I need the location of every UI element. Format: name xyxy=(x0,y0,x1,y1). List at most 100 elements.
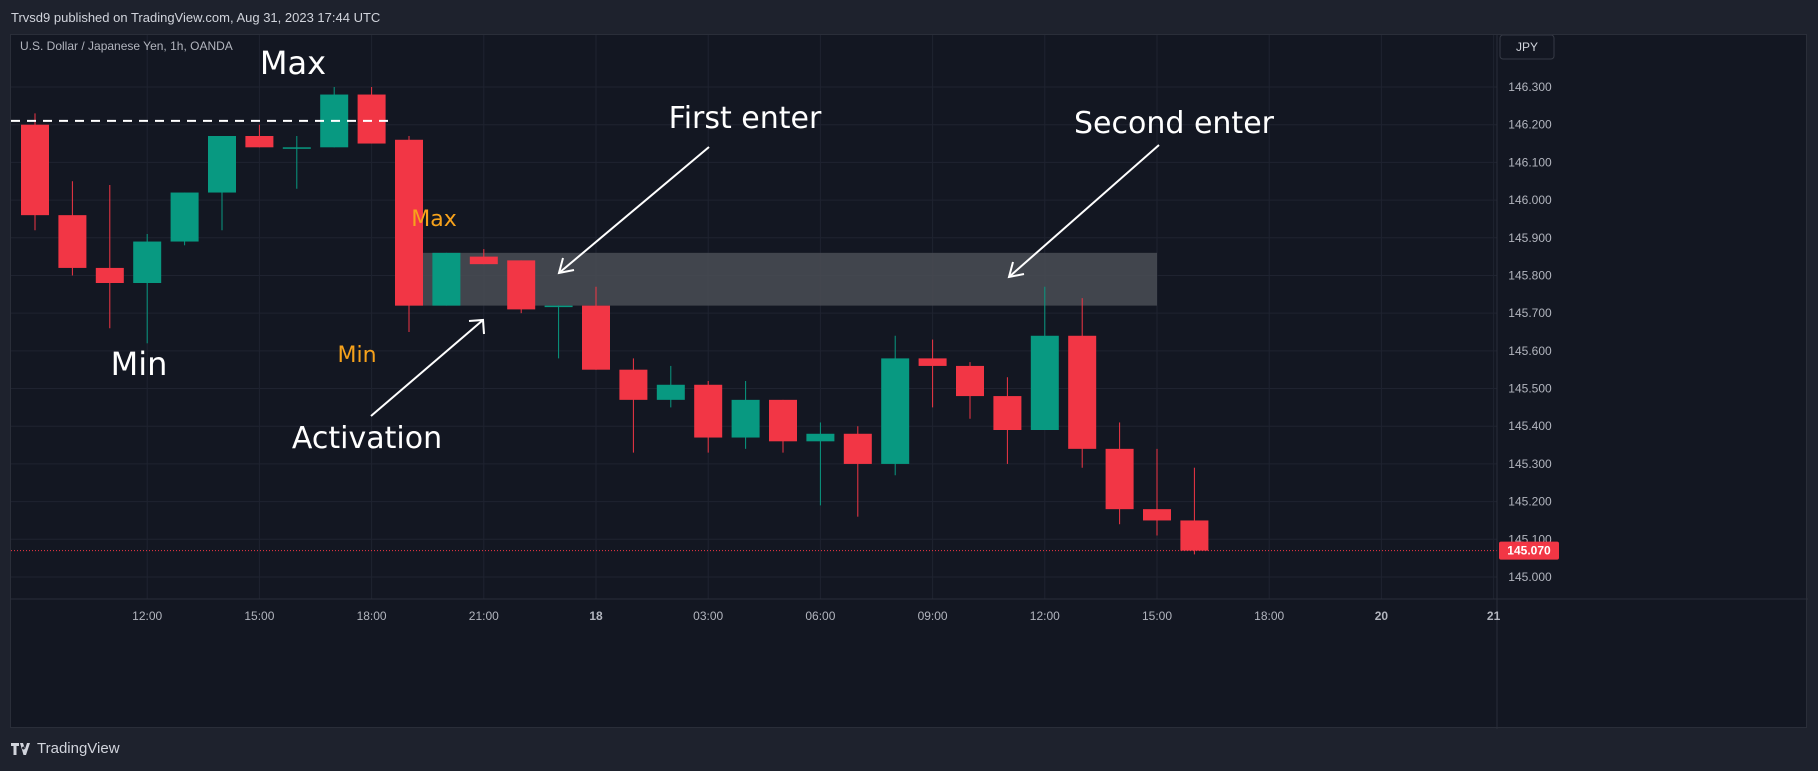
price-tick-label: 145.300 xyxy=(1508,457,1552,471)
candle-body xyxy=(432,252,461,306)
candle-body xyxy=(731,399,760,438)
candles xyxy=(21,87,1209,555)
candle xyxy=(282,136,311,189)
candle xyxy=(133,234,162,344)
annotation-second-enter: Second enter xyxy=(1074,106,1275,141)
candle-body xyxy=(95,267,124,283)
candle-body xyxy=(544,305,573,308)
candle xyxy=(95,185,124,329)
candle xyxy=(432,252,461,306)
arrow-first-enter xyxy=(557,146,710,275)
chart-panel[interactable]: 146.300 146.200 146.100 146.000 145.900 145.8… xyxy=(10,34,1808,729)
candle xyxy=(1068,298,1097,468)
time-tick-label: 18 xyxy=(589,609,603,623)
candle-body xyxy=(1143,509,1171,521)
time-tick-label: 12:00 xyxy=(1030,609,1060,623)
candle xyxy=(731,381,760,449)
candle-body xyxy=(656,384,685,400)
candle xyxy=(21,113,49,231)
price-tick-label: 145.400 xyxy=(1508,419,1552,433)
candle xyxy=(993,377,1022,464)
candle xyxy=(656,365,685,408)
publish-bar: Trvsd9 published on TradingView.com, Aug… xyxy=(0,0,1818,34)
arrow-activation xyxy=(370,318,485,417)
candle xyxy=(806,422,835,506)
time-tick-label: 12:00 xyxy=(132,609,162,623)
tradingview-logo-icon xyxy=(11,742,30,755)
tradingview-logo[interactable]: TradingView xyxy=(11,740,120,757)
candle-body xyxy=(1068,335,1097,449)
candle xyxy=(1030,286,1059,430)
candle-body xyxy=(1030,335,1059,430)
last-price-tag xyxy=(1499,541,1559,560)
candle xyxy=(918,339,947,408)
candle xyxy=(843,426,872,517)
candle-body xyxy=(282,147,311,149)
candle-body xyxy=(694,384,723,438)
price-tick-label: 145.000 xyxy=(1508,570,1552,584)
candle xyxy=(1143,448,1171,536)
annotation-min-big: Min xyxy=(111,345,168,383)
time-tick-label: 15:00 xyxy=(244,609,274,623)
price-tick-label: 146.100 xyxy=(1508,155,1552,169)
time-tick-label: 20 xyxy=(1375,609,1389,623)
candle xyxy=(245,124,274,148)
candle xyxy=(881,335,910,476)
candle-body xyxy=(21,124,49,216)
candle-body xyxy=(769,399,797,442)
candle-body xyxy=(918,358,947,366)
price-tick-label: 145.900 xyxy=(1508,231,1552,245)
candle xyxy=(544,305,573,359)
candle-body xyxy=(993,396,1022,430)
candle-body xyxy=(843,433,872,464)
candle xyxy=(395,136,423,332)
candle-body xyxy=(245,136,274,148)
time-tick-label: 15:00 xyxy=(1142,609,1172,623)
candle xyxy=(1105,422,1134,525)
candle xyxy=(694,381,723,453)
candle xyxy=(170,192,199,246)
symbol-title: U.S. Dollar / Japanese Yen, 1h, OANDA xyxy=(20,39,233,53)
candle-body xyxy=(58,215,87,268)
candle xyxy=(469,249,498,265)
annotation-min-small: Min xyxy=(337,343,376,368)
price-tick-label: 145.700 xyxy=(1508,306,1552,320)
annotation-activation: Activation xyxy=(292,421,442,456)
time-tick-label: 21:00 xyxy=(469,609,499,623)
candle xyxy=(320,87,349,148)
candle xyxy=(357,87,386,144)
annotation-max-small: Max xyxy=(411,207,456,232)
candle xyxy=(582,286,610,370)
candle xyxy=(58,181,87,276)
candle-body xyxy=(170,192,199,242)
candle xyxy=(507,260,536,314)
candle xyxy=(1180,467,1209,555)
last-price-label: 145.070 xyxy=(1507,544,1551,558)
price-tick-label: 145.800 xyxy=(1508,268,1552,282)
candle-body xyxy=(357,94,386,144)
price-tick-label: 145.200 xyxy=(1508,495,1552,509)
candlestick-chart[interactable]: 146.300 146.200 146.100 146.000 145.900 145.8… xyxy=(11,35,1808,729)
arrow-second-enter xyxy=(1007,144,1160,279)
price-tick-label: 146.200 xyxy=(1508,118,1552,132)
grid-lines xyxy=(11,35,1497,599)
time-tick-label: 09:00 xyxy=(918,609,948,623)
price-tick-label: 145.500 xyxy=(1508,382,1552,396)
brand-name: TradingView xyxy=(37,740,120,757)
time-tick-label: 06:00 xyxy=(805,609,835,623)
candle-body xyxy=(1105,448,1134,510)
time-tick-label: 18:00 xyxy=(357,609,387,623)
currency-button[interactable]: JPY xyxy=(1499,35,1555,60)
footer-bar xyxy=(0,730,1818,771)
candle-body xyxy=(806,433,835,442)
currency-label: JPY xyxy=(1516,40,1538,54)
candle xyxy=(956,362,984,419)
candle-body xyxy=(1180,520,1209,551)
time-axis: 12:00 15:00 18:00 21:00 18 03:00 06:00 09:00 12:… xyxy=(11,598,1808,623)
price-axis: 146.300 146.200 146.100 146.000 145.900 145.8… xyxy=(1496,35,1559,729)
price-tick-label: 146.000 xyxy=(1508,193,1552,207)
candle-body xyxy=(582,305,610,370)
publish-info: Trvsd9 published on TradingView.com, Aug… xyxy=(11,10,381,25)
annotation-max-big: Max xyxy=(260,44,326,82)
